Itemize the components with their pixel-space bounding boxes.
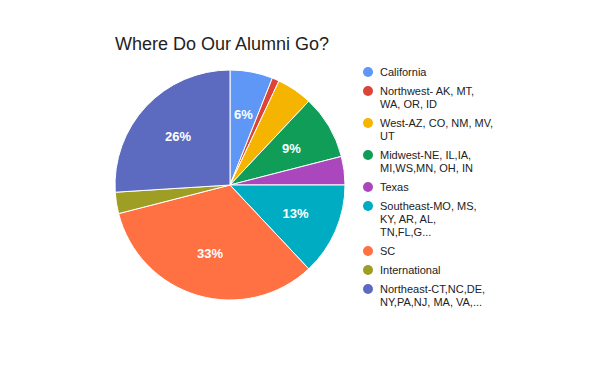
data-label: 26% bbox=[165, 129, 191, 144]
legend: California Northwest- AK, MT,WA, OR, ID We… bbox=[363, 66, 493, 308]
legend-label: Northwest- AK, MT,WA, OR, ID bbox=[380, 85, 474, 110]
legend-swatch bbox=[363, 284, 373, 294]
legend-item: Southeast-MO, MS,KY, AR, AL,TN,FL,G... bbox=[363, 200, 477, 238]
legend-label-line: TN,FL,G... bbox=[380, 226, 431, 238]
legend-label-line: Midwest-NE, IL,IA, bbox=[380, 149, 471, 161]
legend-label-line: International bbox=[380, 264, 441, 276]
pie bbox=[115, 70, 345, 300]
legend-label-line: Northeast-CT,NC,DE, bbox=[380, 283, 485, 295]
legend-item: International bbox=[363, 264, 441, 276]
legend-label: SC bbox=[380, 245, 395, 257]
legend-swatch bbox=[363, 246, 373, 256]
legend-swatch bbox=[363, 118, 373, 128]
title: Where Do Our Alumni Go? bbox=[115, 34, 329, 54]
data-label: 13% bbox=[282, 206, 308, 221]
legend-swatch bbox=[363, 86, 373, 96]
legend-label: Northeast-CT,NC,DE,NY,PA,NJ, MA, VA,... bbox=[380, 283, 485, 308]
legend-label-line: KY, AR, AL, bbox=[380, 213, 436, 225]
legend-item: Texas bbox=[363, 181, 409, 193]
pie-slice bbox=[115, 70, 230, 192]
background bbox=[0, 0, 600, 371]
data-label: 33% bbox=[197, 246, 223, 261]
legend-label-line: SC bbox=[380, 245, 395, 257]
legend-item: Northeast-CT,NC,DE,NY,PA,NJ, MA, VA,... bbox=[363, 283, 485, 308]
legend-label-line: Southeast-MO, MS, bbox=[380, 200, 477, 212]
legend-item: Midwest-NE, IL,IA,MI,WS,MN, OH, IN bbox=[363, 149, 473, 174]
legend-label-line: MI,WS,MN, OH, IN bbox=[380, 162, 473, 174]
legend-item: SC bbox=[363, 245, 395, 257]
legend-swatch bbox=[363, 201, 373, 211]
legend-item: West-AZ, CO, NM, MV,UT bbox=[363, 117, 493, 142]
legend-item: Northwest- AK, MT,WA, OR, ID bbox=[363, 85, 474, 110]
legend-label-line: West-AZ, CO, NM, MV, bbox=[380, 117, 493, 129]
legend-label: International bbox=[380, 264, 441, 276]
data-label: 6% bbox=[234, 107, 253, 122]
legend-label-line: UT bbox=[380, 130, 395, 142]
legend-swatch bbox=[363, 182, 373, 192]
legend-label: Southeast-MO, MS,KY, AR, AL,TN,FL,G... bbox=[380, 200, 477, 238]
legend-label-line: Texas bbox=[380, 181, 409, 193]
data-labels: 6% 9% 13% 33% 26% bbox=[165, 107, 309, 261]
legend-label: Midwest-NE, IL,IA,MI,WS,MN, OH, IN bbox=[380, 149, 473, 174]
legend-label-line: Northwest- AK, MT, bbox=[380, 85, 474, 97]
legend-swatch bbox=[363, 67, 373, 77]
legend-swatch bbox=[363, 265, 373, 275]
data-label: 9% bbox=[282, 141, 301, 156]
legend-swatch bbox=[363, 150, 373, 160]
chart: Where Do Our Alumni Go? 6% 9% 13% 33% 26% Cali… bbox=[0, 0, 600, 371]
legend-label-line: NY,PA,NJ, MA, VA,... bbox=[380, 296, 482, 308]
legend-label: Texas bbox=[380, 181, 409, 193]
legend-label-line: WA, OR, ID bbox=[380, 98, 437, 110]
pie-slice bbox=[230, 156, 345, 185]
legend-item: California bbox=[363, 66, 427, 78]
legend-label: West-AZ, CO, NM, MV,UT bbox=[380, 117, 493, 142]
legend-label: California bbox=[380, 66, 427, 78]
legend-label-line: California bbox=[380, 66, 427, 78]
